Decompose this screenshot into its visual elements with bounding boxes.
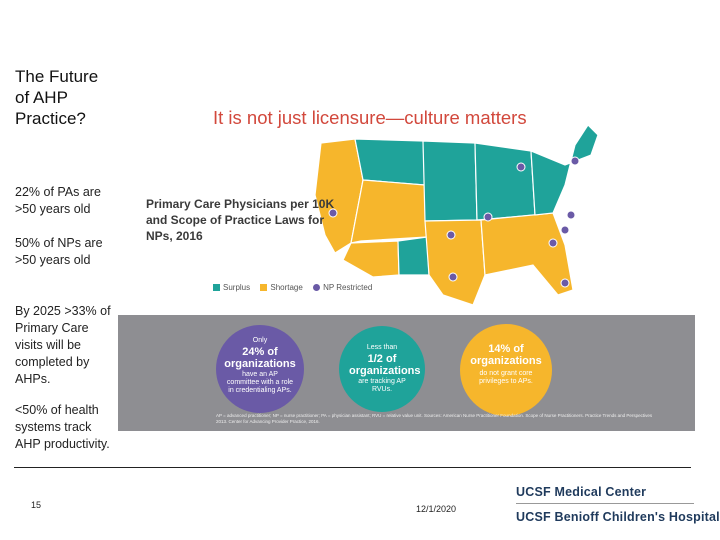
map-title: Primary Care Physicians per 10K and Scop… [146, 197, 335, 243]
slide-date: 12/1/2020 [416, 504, 457, 514]
map-region-southwest [342, 240, 400, 278]
map-region-southeast [480, 212, 574, 296]
restricted-dot-sc [548, 238, 558, 248]
stat1-post: have an AP committee with a role in cred… [226, 371, 294, 394]
bullet-pa-age: 22% of PAs are >50 years old [15, 185, 101, 216]
infographic-footnote: AP = advanced practitioner; NP = nurse p… [216, 413, 653, 424]
map-region-new-mexico [397, 236, 430, 276]
stat-circle-rvus: Less than 1/2 of organizations are track… [339, 326, 425, 412]
bullet-productivity: <50% of health systems track AHP product… [15, 403, 110, 451]
restricted-dot-tx [448, 272, 458, 282]
legend-surplus-label: Surplus [223, 283, 251, 292]
stat3-big: 14% of organizations [470, 343, 542, 367]
stat1-pre: Only [252, 337, 268, 344]
legend-restricted-label: NP Restricted [323, 283, 373, 292]
stat-circle-privileges: 14% of organizations do not grant core p… [460, 324, 552, 416]
map-region-midwest [474, 142, 536, 221]
stat2-post: are tracking AP RVUs. [358, 378, 406, 393]
restricted-dot-mi [516, 162, 526, 172]
map-region-mountain-south [350, 179, 428, 244]
np-restricted-dots [328, 156, 580, 288]
bullet-primary-care: By 2025 >33% of Primary Care visits will… [15, 304, 111, 386]
slide-title: The Future of AHP Practice? [15, 67, 99, 128]
stat-circle-committee: Only 24% of organizations have an AP com… [216, 325, 304, 413]
infographic-headline: It is not just licensure—culture matters [213, 107, 527, 128]
footer-divider [14, 467, 691, 468]
legend-restricted-swatch [313, 284, 321, 292]
map-region-plains [422, 140, 478, 222]
legend-surplus-swatch [213, 284, 220, 292]
stat3-post: do not grant core privileges to APs. [479, 370, 533, 385]
logo-childrens-hospital: UCSF Benioff Children's Hospital [516, 510, 720, 524]
restricted-dot-ny [570, 156, 580, 166]
restricted-dot-fl [560, 278, 570, 288]
stat2-big: 1/2 of organizations [349, 353, 421, 377]
bullet-np-age: 50% of NPs are >50 years old [15, 236, 103, 267]
us-map [314, 125, 599, 306]
restricted-dot-nc [560, 225, 570, 235]
stat2-pre: Less than [366, 344, 398, 351]
map-region-south-central [424, 219, 486, 306]
map-legend: Surplus Shortage NP Restricted [213, 283, 380, 292]
stat1-big: 24% of organizations [224, 346, 296, 370]
legend-shortage-label: Shortage [270, 283, 303, 292]
map-region-northeast [530, 125, 599, 216]
logo-medical-center: UCSF Medical Center [516, 485, 647, 499]
map-region-mountain-north [354, 138, 426, 186]
logo-divider [516, 503, 694, 504]
restricted-dot-ca [328, 208, 338, 218]
restricted-dot-mo [483, 212, 493, 222]
legend-shortage-swatch [260, 284, 268, 292]
page-number: 15 [31, 500, 42, 510]
restricted-dot-ok [446, 230, 456, 240]
restricted-dot-va [566, 210, 576, 220]
infographic: It is not just licensure—culture matters [118, 93, 695, 431]
